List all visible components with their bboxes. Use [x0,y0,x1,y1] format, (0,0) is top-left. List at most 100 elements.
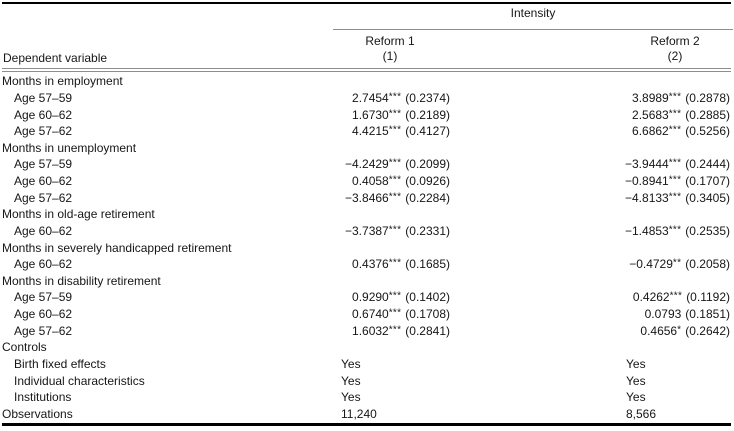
coefficient: 1.6032 [352,323,389,338]
table-row: Age 57–59 0.9290*** (0.1402) 0.4262*** (0.11… [2,289,730,306]
coefficient: 0.6740 [352,307,389,322]
standard-error: (0.5256) [685,124,730,139]
row-label: Months in old-age retirement [2,207,155,222]
row-label: Months in employment [2,74,123,89]
value-cell-reform2: 0.0793 (0.1851) [450,307,730,321]
table-row: Age 57–62 4.4215*** (0.4127) 6.6862*** (0.52… [2,123,730,140]
significance-stars: *** [668,191,682,203]
value-cell-reform1: 2.7454*** (0.2374) [235,91,450,105]
standard-error: (0.1685) [405,257,450,272]
value-cell-reform2: 0.4262*** (0.1192) [450,290,730,304]
standard-error: (0.4127) [405,124,450,139]
value-cell-reform2: −1.4853*** (0.2535) [450,224,730,238]
table-row: Controls [2,339,730,356]
standard-error: (0.2058) [685,257,730,272]
significance-stars: *** [668,108,682,120]
standard-error: (0.2878) [685,90,730,105]
coefficient: 0.4376 [352,257,389,272]
significance-stars: *** [668,91,682,103]
column-header-reform2: Reform 2 (2) [615,34,734,64]
standard-error: (0.3405) [685,190,730,205]
standard-error: (0.1402) [405,290,450,305]
row-label: Months in severely handicapped retiremen… [2,240,232,255]
value-cell-reform1: 0.6740*** (0.1708) [235,307,450,321]
intensity-spanner-header: Intensity [510,6,556,20]
table-row: Individual characteristics Yes Yes [2,372,730,389]
row-label: Age 57–62 [14,124,73,139]
significance-stars: *** [669,290,683,302]
value-cell-reform2: 6.6862*** (0.5256) [450,124,730,138]
row-label: Age 57–62 [14,323,73,338]
row-label: Age 60–62 [14,257,73,272]
value-cell-reform1: 0.9290*** (0.1402) [235,290,450,304]
value-cell-reform1: 0.4376*** (0.1685) [235,257,450,271]
standard-error: (0.2444) [685,157,730,172]
significance-stars: *** [388,191,402,203]
significance-stars: *** [668,157,682,169]
significance-stars: *** [668,124,682,136]
coefficient: −0.4729 [629,257,673,272]
row-label: Institutions [14,390,72,405]
significance-stars: ** [672,257,682,269]
coefficient: −3.9444 [625,157,669,172]
row-label: Observations [2,406,73,421]
coefficient: 3.8989 [632,90,669,105]
standard-error: (0.2535) [685,223,730,238]
row-label: Age 57–59 [14,90,73,105]
coefficient: 4.4215 [352,124,389,139]
value-cell-reform1: Yes [341,373,361,388]
coefficient: 0.9290 [352,290,389,305]
value-cell-reform2: −0.4729** (0.2058) [450,257,730,271]
row-label: Controls [2,340,47,355]
significance-stars: *** [388,108,402,120]
coefficient: −4.2429 [345,157,389,172]
value-cell-reform1: Yes [341,390,361,405]
coefficient: 2.7454 [352,90,389,105]
column-header-reform1-name: Reform 1 [365,34,415,48]
coefficient: 0.4262 [632,290,670,305]
value-cell-reform1: 1.6032*** (0.2841) [235,324,450,338]
coefficient: −4.8133 [625,190,669,205]
coefficient: 0.4058 [352,174,389,189]
value-cell-reform1: −4.2429*** (0.2099) [235,157,450,171]
significance-stars: *** [388,290,402,302]
standard-error: (0.1851) [685,307,730,322]
significance-stars: *** [388,307,402,319]
table-row: Observations 11,240 8,566 [2,406,730,423]
table-row: Months in disability retirement [2,273,730,290]
row-label: Age 60–62 [14,107,73,122]
standard-error: (0.2099) [405,157,450,172]
column-header-reform1: Reform 1 (1) [330,34,450,64]
coefficient: 2.5683 [632,107,669,122]
significance-stars: *** [388,91,402,103]
coefficient: 0.4656 [640,323,678,338]
column-header-reform1-number: (1) [382,49,398,63]
standard-error: (0.2374) [405,90,450,105]
standard-error: (0.0926) [405,174,450,189]
value-cell-reform2: Yes [626,373,646,388]
standard-error: (0.2331) [405,223,450,238]
significance-stars: *** [668,224,682,236]
table-row: Age 57–59 −4.2429*** (0.2099) −3.9444*** (0.… [2,156,730,173]
table-body: Months in employment Age 57–59 2.7454*** (0… [2,73,730,422]
table-row: Birth fixed effects Yes Yes [2,356,730,373]
value-cell-reform1: 0.4058*** (0.0926) [235,174,450,188]
table-row: Age 60–62 0.4376*** (0.1685) −0.4729** (0.20… [2,256,730,273]
table-row: Age 60–62 −3.7387*** (0.2331) −1.4853*** (0.… [2,223,730,240]
value-cell-reform1: 1.6730*** (0.2189) [235,108,450,122]
coefficient: 6.6862 [632,124,669,139]
row-label: Age 57–59 [14,157,73,172]
value-cell-reform2: Yes [626,390,646,405]
value-cell-reform1: 4.4215*** (0.4127) [235,124,450,138]
row-label: Age 60–62 [14,223,73,238]
row-label: Months in disability retirement [2,273,161,288]
table-row: Age 57–62 −3.8466*** (0.2284) −4.8133*** (0.… [2,189,730,206]
row-label: Age 60–62 [14,307,73,322]
coefficient: −0.8941 [625,174,669,189]
standard-error: (0.2189) [405,107,450,122]
dependent-variable-label: Dependent variable [3,51,108,65]
value-cell-reform1: 11,240 [341,406,377,421]
top-rule [2,2,731,4]
significance-stars: *** [388,257,402,269]
header-rule [2,68,731,72]
